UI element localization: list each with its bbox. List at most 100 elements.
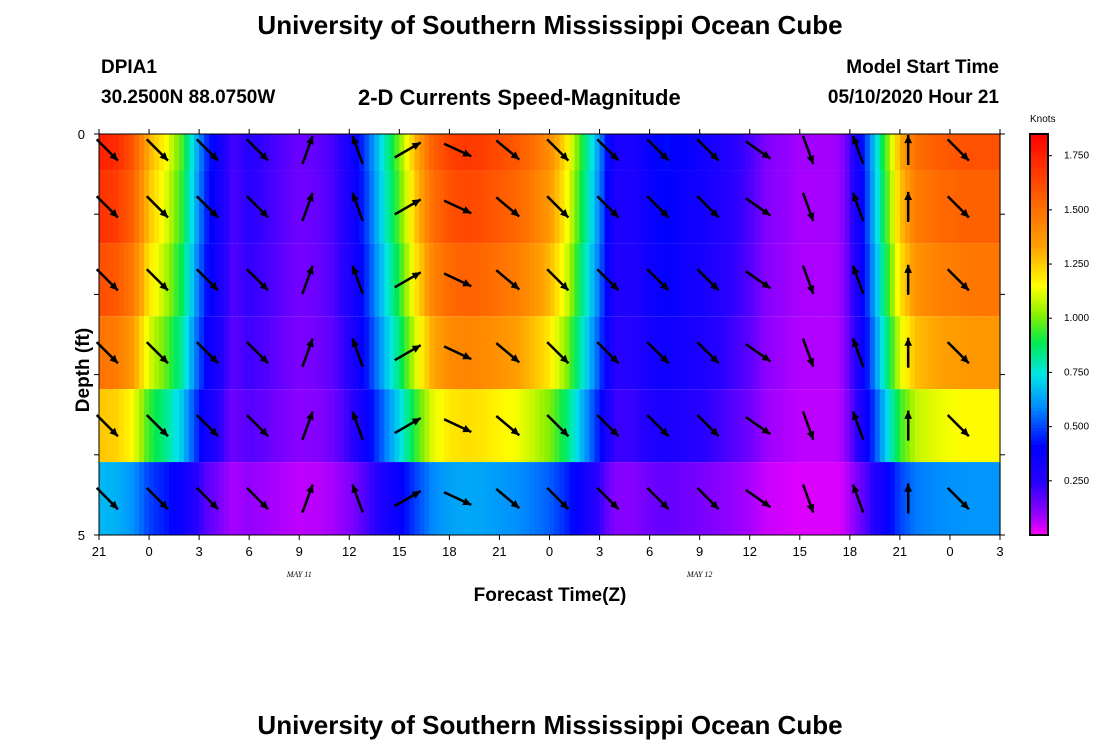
heatmap-cell [774, 316, 781, 390]
heatmap-cell [514, 134, 521, 171]
heatmap-cell [709, 170, 716, 244]
heatmap-cell [934, 134, 941, 171]
heatmap-cell [129, 243, 135, 317]
heatmap-cell [379, 134, 385, 171]
heatmap-cell [559, 243, 566, 317]
heatmap-cell [619, 170, 626, 244]
heatmap-cell [274, 134, 280, 171]
heatmap-cell [909, 134, 916, 171]
heatmap-cell [239, 243, 245, 317]
heatmap-cell [324, 134, 330, 171]
heatmap-cell [459, 389, 466, 463]
model-start-value: 05/10/2020 Hour 21 [827, 87, 999, 108]
heatmap-cell [744, 170, 751, 244]
heatmap-cell [289, 389, 295, 463]
heatmap-cell [184, 170, 190, 244]
heatmap-cell [194, 462, 200, 535]
arrow-head [411, 491, 421, 499]
heatmap-cell [174, 462, 180, 535]
heatmap-cell [684, 134, 691, 171]
heatmap-cell [264, 170, 270, 244]
heatmap-cell [934, 316, 941, 390]
heatmap-cell [914, 243, 921, 317]
colorbar-segment [1030, 194, 1048, 199]
heatmap-cell [994, 389, 1001, 463]
heatmap-cell [669, 134, 676, 171]
x-tick-label: 0 [145, 544, 152, 559]
arrow-head [462, 206, 472, 214]
heatmap-cell [159, 316, 165, 390]
heatmap-cell [119, 243, 125, 317]
colorbar-segment [1030, 461, 1048, 466]
heatmap-cell [364, 243, 370, 317]
heatmap-cell [814, 170, 821, 244]
heatmap-cell [289, 134, 295, 171]
heatmap-cell [689, 134, 696, 171]
colorbar-segment [1030, 411, 1048, 416]
heatmap-cell [514, 462, 521, 535]
heatmap-cell [294, 389, 300, 463]
colorbar-segment [1030, 361, 1048, 366]
heatmap-cell [374, 170, 380, 244]
colorbar-segment [1030, 264, 1048, 269]
heatmap-cell [424, 243, 430, 317]
heatmap-cell [114, 243, 120, 317]
heatmap-cell [634, 389, 641, 463]
colorbar-segment [1030, 511, 1048, 516]
colorbar-segment [1030, 257, 1048, 262]
heatmap-cell [274, 170, 280, 244]
heatmap-cell [859, 134, 866, 171]
heatmap-cell [294, 170, 300, 244]
colorbar-segment [1030, 444, 1048, 449]
heatmap-cell [589, 134, 596, 171]
heatmap-cell [434, 134, 440, 171]
heatmap-cell [209, 134, 215, 171]
colorbar-segment [1030, 134, 1048, 138]
heatmap-cell [724, 316, 731, 390]
heatmap-cell [139, 389, 145, 463]
heatmap-cell [939, 134, 946, 171]
heatmap-cell [219, 243, 225, 317]
heatmap-cell [869, 389, 876, 463]
heatmap-cell [319, 462, 325, 535]
arrow-head [761, 353, 771, 362]
heatmap-cell [514, 243, 521, 317]
heatmap-cell [744, 389, 751, 463]
heatmap-cell [309, 134, 315, 171]
heatmap-cell [589, 316, 596, 390]
heatmap-cell [964, 243, 971, 317]
arrow-head [306, 411, 314, 421]
heatmap-cell [229, 389, 235, 463]
heatmap-cell [724, 462, 731, 535]
heatmap-cell [564, 389, 571, 463]
x-axis-label: Forecast Time(Z) [473, 585, 627, 606]
heatmap-cell [909, 170, 916, 244]
colorbar-segment [1030, 260, 1048, 265]
heatmap-cell [439, 170, 445, 244]
colorbar-segment [1030, 331, 1048, 336]
heatmap-cell [449, 170, 455, 244]
arrow-head [510, 281, 520, 290]
heatmap-cell [899, 170, 906, 244]
heatmap-cell [959, 243, 966, 317]
heatmap-cell [274, 462, 280, 535]
heatmap-cell [734, 316, 741, 390]
heatmap-cell [524, 170, 531, 244]
heatmap-cell [869, 462, 876, 535]
heatmap-cell [324, 316, 330, 390]
colorbar-segment [1030, 307, 1048, 312]
heatmap-cell [839, 243, 846, 317]
heatmap-cell [779, 462, 786, 535]
heatmap-cell [759, 462, 766, 535]
heatmap-cell [289, 316, 295, 390]
heatmap-cell [734, 389, 741, 463]
heatmap-cell [944, 389, 951, 463]
heatmap-cell [464, 170, 471, 244]
arrow-head [306, 192, 314, 202]
heatmap-cell [244, 462, 250, 535]
heatmap-cell [269, 134, 275, 171]
colorbar-segment [1030, 180, 1048, 185]
heatmap-cell [939, 243, 946, 317]
colorbar-segment [1030, 244, 1048, 249]
arrow-head [904, 410, 913, 419]
